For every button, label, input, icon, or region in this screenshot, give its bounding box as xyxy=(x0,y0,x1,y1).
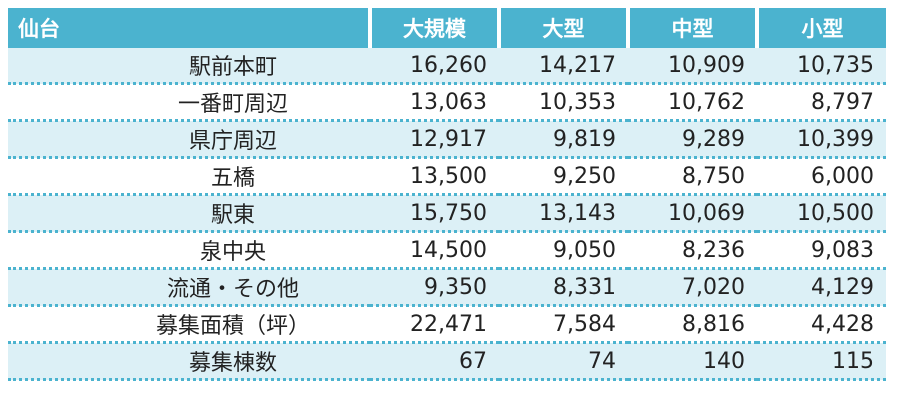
cell: 9,083 xyxy=(757,231,886,270)
cell: 74 xyxy=(499,342,628,381)
row-label: 県庁周辺 xyxy=(8,120,370,159)
cell: 7,020 xyxy=(628,268,757,307)
cell: 13,143 xyxy=(499,194,628,233)
cell: 8,236 xyxy=(628,231,757,270)
row-label: 募集棟数 xyxy=(8,342,370,381)
cell: 10,399 xyxy=(757,120,886,159)
table-row: 流通・その他 9,350 8,331 7,020 4,129 xyxy=(8,268,886,307)
cell: 13,500 xyxy=(370,157,499,196)
row-label: 駅東 xyxy=(8,194,370,233)
row-label: 泉中央 xyxy=(8,231,370,270)
cell: 12,917 xyxy=(370,120,499,159)
row-label: 流通・その他 xyxy=(8,268,370,307)
table-row: 五橋 13,500 9,250 8,750 6,000 xyxy=(8,157,886,196)
cell: 10,909 xyxy=(628,48,757,85)
cell: 140 xyxy=(628,342,757,381)
cell: 14,217 xyxy=(499,48,628,85)
cell: 115 xyxy=(757,342,886,381)
table-row: 募集面積（坪） 22,471 7,584 8,816 4,428 xyxy=(8,305,886,344)
row-label: 一番町周辺 xyxy=(8,83,370,122)
table-row: 募集棟数 67 74 140 115 xyxy=(8,342,886,381)
header-cell: 仙台 xyxy=(8,8,370,48)
cell: 10,735 xyxy=(757,48,886,85)
cell: 15,750 xyxy=(370,194,499,233)
cell: 8,797 xyxy=(757,83,886,122)
row-label: 駅前本町 xyxy=(8,48,370,85)
header-cell: 大型 xyxy=(497,8,628,48)
cell: 7,584 xyxy=(499,305,628,344)
cell: 22,471 xyxy=(370,305,499,344)
data-table: 仙台 大規模 大型 中型 小型 駅前本町 16,260 14,217 10,909 10,735… xyxy=(8,8,886,381)
cell: 8,816 xyxy=(628,305,757,344)
cell: 10,500 xyxy=(757,194,886,233)
row-label: 五橋 xyxy=(8,157,370,196)
table-row: 駅東 15,750 13,143 10,069 10,500 xyxy=(8,194,886,233)
cell: 4,129 xyxy=(757,268,886,307)
cell: 16,260 xyxy=(370,48,499,85)
cell: 8,331 xyxy=(499,268,628,307)
table-body: 駅前本町 16,260 14,217 10,909 10,735 一番町周辺 13,063 1… xyxy=(8,48,886,381)
header-cell: 小型 xyxy=(755,8,886,48)
table-row: 一番町周辺 13,063 10,353 10,762 8,797 xyxy=(8,83,886,122)
cell: 10,069 xyxy=(628,194,757,233)
table-row: 県庁周辺 12,917 9,819 9,289 10,399 xyxy=(8,120,886,159)
cell: 9,350 xyxy=(370,268,499,307)
cell: 9,250 xyxy=(499,157,628,196)
row-label: 募集面積（坪） xyxy=(8,305,370,344)
header-row: 仙台 大規模 大型 中型 小型 xyxy=(8,8,886,48)
header-cell: 中型 xyxy=(626,8,757,48)
cell: 9,819 xyxy=(499,120,628,159)
cell: 67 xyxy=(370,342,499,381)
cell: 4,428 xyxy=(757,305,886,344)
table-row: 駅前本町 16,260 14,217 10,909 10,735 xyxy=(8,48,886,85)
cell: 9,050 xyxy=(499,231,628,270)
table-row: 泉中央 14,500 9,050 8,236 9,083 xyxy=(8,231,886,270)
cell: 8,750 xyxy=(628,157,757,196)
cell: 10,762 xyxy=(628,83,757,122)
cell: 14,500 xyxy=(370,231,499,270)
cell: 10,353 xyxy=(499,83,628,122)
cell: 13,063 xyxy=(370,83,499,122)
cell: 6,000 xyxy=(757,157,886,196)
cell: 9,289 xyxy=(628,120,757,159)
header-cell: 大規模 xyxy=(368,8,499,48)
